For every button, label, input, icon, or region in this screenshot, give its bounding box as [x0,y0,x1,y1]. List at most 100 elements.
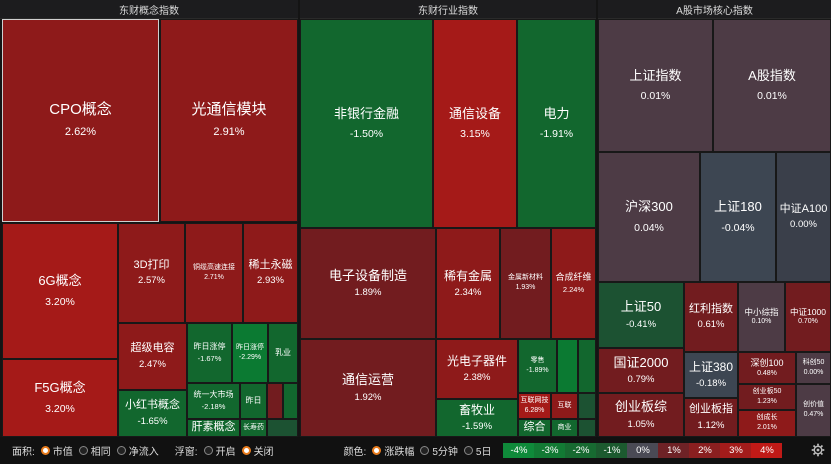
tile-name: A股指数 [748,67,796,83]
radio-icon [203,446,213,455]
tile-sse180[interactable]: 上证180 -0.04% [700,152,776,282]
tile-name: 科创50 [802,358,825,366]
tile-cpo[interactable]: CPO概念 2.62% [2,19,159,222]
tile-csi-a100[interactable]: 中证A100 0.00% [776,152,831,282]
tile-small-6[interactable] [578,393,596,419]
tile-csi300[interactable]: 沪深300 0.04% [598,152,700,282]
tile-name: 国证2000 [613,354,669,370]
tile-name: 红利指数 [689,302,733,315]
tile-rare-earth-magnet[interactable]: 稀土永磁 2.93% [243,223,298,323]
tile-dividend-index[interactable]: 红利指数 0.61% [684,282,738,352]
tile-name: 沪深300 [625,199,673,215]
tile-small-7[interactable] [578,419,596,437]
tile-xiaohongshu[interactable]: 小红书概念 -1.65% [118,390,187,437]
tile-sme-composite[interactable]: 中小综指 0.10% [738,282,785,352]
tile-change: 1.05% [627,418,655,430]
radio-icon [78,446,88,455]
radio-icon [241,446,251,455]
tile-6g[interactable]: 6G概念 3.20% [2,223,118,359]
tile-small-5[interactable] [578,339,596,393]
tile-power[interactable]: 电力 -1.91% [517,19,596,228]
tile-rare-metals[interactable]: 稀有金属 2.34% [436,228,500,339]
tile-unified-market[interactable]: 统一大市场 -2.18% [187,383,240,419]
tile-3d-print[interactable]: 3D打印 2.57% [118,223,185,323]
gear-icon[interactable] [811,443,825,457]
tile-cni2000[interactable]: 国证2000 0.79% [598,348,684,393]
tile-name: 光电子器件 [446,354,507,369]
tile-yesterday[interactable]: 昨日 [240,383,267,419]
tile-change: 1.92% [354,391,382,403]
tile-copper-cable[interactable]: 铜缆高速连接 2.71% [185,223,243,323]
tile-change: 2.71% [204,273,224,281]
tile-name: 上证380 [688,360,734,375]
area-option-equal[interactable]: 相同 [78,443,111,458]
tile-synthetic-fiber[interactable]: 合成纤维 2.24% [551,228,596,339]
tile-longevity-drug[interactable]: 长寿药 [240,419,267,437]
color-option-5day[interactable]: 5日 [463,443,491,458]
tile-sse380[interactable]: 上证380 -0.18% [684,352,738,398]
tile-small-3[interactable] [267,419,298,437]
legend-swatch: 2% [689,443,721,458]
tile-dairy[interactable]: 乳业 [268,323,298,383]
tile-chinext-composite[interactable]: 创业板综 1.05% [598,393,684,437]
tile-sse-composite[interactable]: 上证指数 0.01% [598,19,713,152]
tile-chinext-index[interactable]: 创业板指 1.12% [684,398,738,437]
tile-change: -1.65% [137,415,168,427]
tile-name: 昨日涨停 [236,343,264,351]
tile-electronic-mfg[interactable]: 电子设备制造 1.89% [300,228,436,339]
tile-internet-tech[interactable]: 互联网技 6.28% [518,393,551,419]
tile-change: 0.61% [697,319,725,331]
tile-change: 1.12% [697,419,725,431]
tile-supercapacitor[interactable]: 超级电容 2.47% [118,323,187,390]
legend-swatch: 3% [720,443,752,458]
tile-change: 0.10% [751,318,772,326]
tile-f5g[interactable]: F5G概念 3.20% [2,359,118,437]
tile-optoelectronic-devices[interactable]: 光电子器件 2.38% [436,339,518,399]
tile-change: 0.00% [790,219,817,231]
tile-chinext-growth[interactable]: 创成长 2.01% [738,410,796,437]
tile-change: 0.48% [757,369,777,377]
area-option-market-cap[interactable]: 市值 [40,443,73,458]
tile-livestock[interactable]: 畜牧业 -1.59% [436,399,518,437]
area-option-net-inflow[interactable]: 净流入 [116,443,159,458]
tile-sz-innovation100[interactable]: 深创100 0.48% [738,352,796,384]
tile-change: 3.20% [45,295,75,308]
tile-a-share-index[interactable]: A股指数 0.01% [713,19,831,152]
tile-internet[interactable]: 互联 [551,393,578,419]
tile-name: CPO概念 [49,101,112,119]
tile-retail[interactable]: 零售 -1.89% [518,339,557,393]
tile-sse50[interactable]: 上证50 -0.41% [598,282,684,348]
tile-small-1[interactable] [267,383,283,419]
tile-star50[interactable]: 科创50 0.00% [796,352,831,384]
tile-chinext50[interactable]: 创业板50 1.23% [738,384,796,410]
tile-small-2[interactable] [283,383,298,419]
bottom-toolbar: 面积: 市值 相同 净流入 浮窗: 开启 关闭 颜色: 涨跌幅 5分钟 5日 -… [0,437,831,464]
tile-csi1000[interactable]: 中证1000 0.70% [785,282,831,352]
legend-swatch: 4% [751,443,783,458]
tile-optical-module[interactable]: 光通信模块 2.91% [160,19,298,222]
tile-telecom-equipment[interactable]: 通信设备 3.15% [433,19,517,228]
tile-yesterday-limit-up[interactable]: 昨日涨停 -1.67% [187,323,232,383]
tile-small-4[interactable] [557,339,578,393]
tile-name: 上证50 [620,299,662,315]
tile-telecom-operation[interactable]: 通信运营 1.92% [300,339,436,437]
tile-name: F5G概念 [34,380,86,396]
tile-yesterday-limit-up-2[interactable]: 昨日涨停 -2.29% [232,323,268,383]
float-option-on[interactable]: 开启 [203,443,236,458]
legend-swatch: 0% [627,443,659,458]
tile-change: 0.01% [640,90,671,103]
tile-heparin[interactable]: 肝素概念 [187,419,240,437]
tile-composite[interactable]: 综合 [518,419,551,437]
float-label: 浮窗: [174,447,198,458]
tile-change: 0.79% [627,374,655,386]
tile-innovation-value[interactable]: 创价值 0.47% [796,384,831,437]
tile-metal-new-material[interactable]: 金属新材料 1.93% [500,228,551,339]
tile-name: 创业板指 [689,403,733,416]
tile-name: 零售 [530,356,545,364]
color-option-5min[interactable]: 5分钟 [420,443,458,458]
float-option-off[interactable]: 关闭 [241,443,274,458]
tile-non-bank-finance[interactable]: 非银行金融 -1.50% [300,19,433,228]
float-option-group: 浮窗: 开启 关闭 [175,443,274,458]
color-option-change[interactable]: 涨跌幅 [372,443,414,458]
tile-commerce[interactable]: 商业 [551,419,578,437]
